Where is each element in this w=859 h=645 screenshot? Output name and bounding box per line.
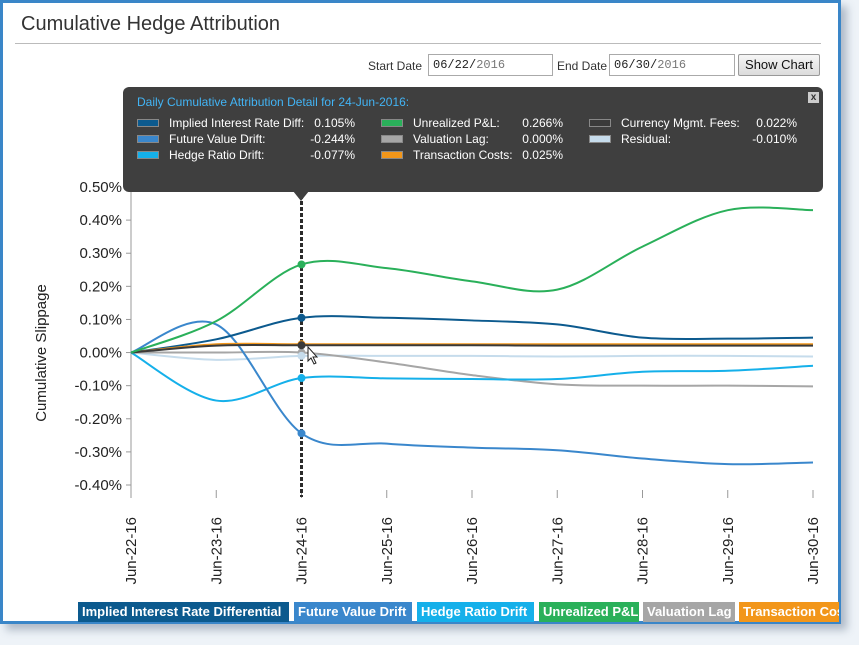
- tooltip-item-value: 0.022%: [756, 116, 797, 130]
- x-tick-label: Jun-24-16: [294, 517, 311, 585]
- page-title: Cumulative Hedge Attribution: [21, 13, 281, 35]
- series-line: [130, 351, 814, 403]
- data-point-marker: [297, 374, 306, 383]
- x-tick-label: Jun-26-16: [464, 517, 481, 585]
- tooltip-swatch: [381, 135, 403, 143]
- tooltip-item-label: Valuation Lag:: [413, 132, 489, 146]
- tooltip-item-value: 0.266%: [522, 116, 563, 130]
- tooltip-item-value: 0.025%: [522, 148, 563, 162]
- y-tick-label: 0.10%: [79, 311, 122, 328]
- tooltip-item-value: -0.010%: [752, 132, 797, 146]
- data-point-marker: [297, 341, 306, 350]
- start-date-month-day: 06/22/: [433, 58, 477, 72]
- end-date-label: End Date: [557, 59, 608, 73]
- tooltip-item-value: -0.077%: [310, 148, 355, 162]
- x-tick-label: Jun-27-16: [549, 517, 566, 585]
- tooltip-item-label: Transaction Costs:: [413, 148, 513, 162]
- tooltip-item-value: -0.244%: [310, 132, 355, 146]
- end-date-year: 2016: [657, 58, 687, 72]
- y-tick-label: 0.40%: [79, 212, 122, 229]
- attribution-tooltip: Daily Cumulative Attribution Detail for …: [123, 87, 823, 192]
- tooltip-item-label: Currency Mgmt. Fees:: [621, 116, 740, 130]
- tooltip-item-label: Residual:: [621, 132, 672, 146]
- close-icon[interactable]: x: [808, 92, 819, 103]
- tooltip-title: Daily Cumulative Attribution Detail for …: [137, 95, 410, 109]
- tooltip-swatch: [137, 151, 159, 159]
- y-tick-label: 0.50%: [79, 179, 122, 196]
- line-chart: 0.50% 0.40% 0.30% 0.20% 0.10% 0.00% -0.10% -0.2…: [33, 171, 822, 585]
- tooltip-item-label: Unrealized P&L:: [413, 116, 500, 130]
- legend-item[interactable]: Implied Interest Rate Differential: [78, 602, 289, 622]
- show-chart-button[interactable]: Show Chart: [738, 54, 820, 76]
- tooltip-swatch: [589, 135, 611, 143]
- series-line: [130, 315, 814, 354]
- start-date-year: 2016: [476, 58, 506, 72]
- x-tick-label: Jun-22-16: [123, 517, 140, 585]
- y-tick-label: -0.30%: [74, 444, 122, 461]
- legend-item[interactable]: Transaction Cos: [739, 602, 839, 622]
- tooltip-pointer: [293, 191, 309, 201]
- chart-panel: Cumulative Hedge Attribution Start Date …: [0, 0, 841, 624]
- x-tick-label: Jun-30-16: [805, 517, 822, 585]
- y-tick-label: -0.40%: [74, 477, 122, 494]
- date-controls: Start Date 06/22/2016 End Date 06/30/201…: [3, 54, 844, 78]
- y-tick-label: -0.10%: [74, 378, 122, 395]
- tooltip-swatch: [381, 119, 403, 127]
- tooltip-item-label: Implied Interest Rate Diff:: [169, 116, 305, 130]
- series-line: [131, 350, 814, 388]
- tooltip-item-value: 0.000%: [522, 132, 563, 146]
- x-tick-label: Jun-29-16: [720, 517, 737, 585]
- series-line: [130, 206, 814, 354]
- end-date-input[interactable]: 06/30/2016: [609, 54, 735, 76]
- series-line: [130, 320, 814, 466]
- start-date-label: Start Date: [368, 59, 423, 73]
- tooltip-item-label: Hedge Ratio Drift:: [169, 148, 265, 162]
- legend-item[interactable]: Future Value Drift: [294, 602, 412, 622]
- data-point-marker: [297, 429, 306, 438]
- y-axis-title: Cumulative Slippage: [33, 284, 50, 422]
- tooltip-swatch: [589, 119, 611, 127]
- y-tick-label: 0.00%: [79, 345, 122, 362]
- legend-item[interactable]: Valuation Lag: [643, 602, 735, 622]
- tooltip-item-value: 0.105%: [314, 116, 355, 130]
- data-point-marker: [297, 260, 306, 269]
- legend-item[interactable]: Hedge Ratio Drift: [417, 602, 534, 622]
- series-line: [130, 351, 814, 361]
- title-divider: [15, 43, 821, 44]
- start-date-input[interactable]: 06/22/2016: [428, 54, 553, 76]
- series-line: [130, 343, 813, 354]
- legend-item[interactable]: Unrealized P&L: [539, 602, 639, 622]
- tooltip-swatch: [381, 151, 403, 159]
- tooltip-swatch: [137, 119, 159, 127]
- tooltip-swatch: [137, 135, 159, 143]
- data-point-marker: [297, 313, 306, 322]
- y-tick-label: 0.30%: [79, 245, 122, 262]
- y-tick-label: 0.20%: [79, 278, 122, 295]
- x-tick-label: Jun-25-16: [379, 517, 396, 585]
- y-tick-label: -0.20%: [74, 411, 122, 428]
- mouse-cursor-icon: [307, 346, 319, 365]
- data-point-marker: [297, 351, 306, 360]
- end-date-month-day: 06/30/: [614, 58, 658, 72]
- x-tick-label: Jun-23-16: [208, 517, 225, 585]
- x-tick-label: Jun-28-16: [635, 517, 652, 585]
- tooltip-item-label: Future Value Drift:: [169, 132, 266, 146]
